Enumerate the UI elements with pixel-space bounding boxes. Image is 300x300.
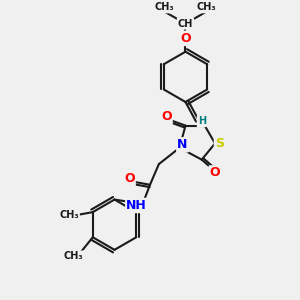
Text: O: O <box>210 167 220 179</box>
Text: CH₃: CH₃ <box>155 2 175 12</box>
Text: N: N <box>177 138 188 152</box>
Text: S: S <box>215 137 224 150</box>
Text: CH: CH <box>178 19 193 28</box>
Text: NH: NH <box>126 199 147 212</box>
Text: O: O <box>124 172 135 185</box>
Text: CH₃: CH₃ <box>196 2 216 12</box>
Text: CH₃: CH₃ <box>64 251 83 262</box>
Text: O: O <box>180 32 191 45</box>
Text: H: H <box>198 116 206 126</box>
Text: O: O <box>161 110 172 123</box>
Text: CH₃: CH₃ <box>59 210 79 220</box>
